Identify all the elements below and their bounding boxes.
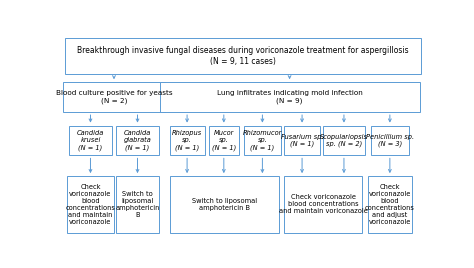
Text: Scopulariopsis
sp. (N = 2): Scopulariopsis sp. (N = 2): [320, 134, 368, 147]
Text: Check voriconazole
blood concentrations
and maintain voriconazole: Check voriconazole blood concentrations …: [279, 195, 367, 214]
FancyBboxPatch shape: [209, 125, 239, 155]
FancyBboxPatch shape: [371, 125, 409, 155]
FancyBboxPatch shape: [368, 176, 411, 233]
FancyBboxPatch shape: [160, 82, 419, 112]
FancyBboxPatch shape: [284, 176, 362, 233]
Text: Mucor
sp.
(N = 1): Mucor sp. (N = 1): [212, 130, 236, 151]
FancyBboxPatch shape: [65, 38, 421, 74]
FancyBboxPatch shape: [323, 125, 365, 155]
Text: Lung infiltrates indicating mold infection
(N = 9): Lung infiltrates indicating mold infecti…: [217, 90, 363, 104]
FancyBboxPatch shape: [63, 82, 165, 112]
Text: Blood culture positive for yeasts
(N = 2): Blood culture positive for yeasts (N = 2…: [55, 90, 172, 104]
FancyBboxPatch shape: [67, 176, 114, 233]
Text: Candida
glabrata
(N = 1): Candida glabrata (N = 1): [124, 130, 151, 151]
FancyBboxPatch shape: [170, 125, 205, 155]
Text: Rhizomucor
sp.
(N = 1): Rhizomucor sp. (N = 1): [243, 130, 282, 151]
FancyBboxPatch shape: [284, 125, 320, 155]
Text: Switch to
liposomal
amphotericin
B: Switch to liposomal amphotericin B: [115, 191, 160, 218]
FancyBboxPatch shape: [69, 125, 111, 155]
Text: Breakthrough invasive fungal diseases during voriconazole treatment for aspergil: Breakthrough invasive fungal diseases du…: [77, 46, 409, 66]
FancyBboxPatch shape: [116, 176, 159, 233]
Text: Check
voriconazole
blood
concentrations
and maintain
voriconazole: Check voriconazole blood concentrations …: [65, 184, 115, 225]
FancyBboxPatch shape: [244, 125, 281, 155]
Text: Fusarium sp.
(N = 1): Fusarium sp. (N = 1): [281, 134, 323, 147]
Text: Penicillium sp.
(N = 3): Penicillium sp. (N = 3): [366, 134, 414, 147]
Text: Switch to liposomal
amphotericin B: Switch to liposomal amphotericin B: [192, 198, 257, 211]
Text: Rhizopus
sp.
(N = 1): Rhizopus sp. (N = 1): [172, 130, 202, 151]
FancyBboxPatch shape: [117, 125, 159, 155]
FancyBboxPatch shape: [170, 176, 279, 233]
Text: Candida
krusei
(N = 1): Candida krusei (N = 1): [77, 130, 104, 151]
Text: Check
voriconazole
blood
concentrations
and adjust
voriconazole: Check voriconazole blood concentrations …: [365, 184, 415, 225]
